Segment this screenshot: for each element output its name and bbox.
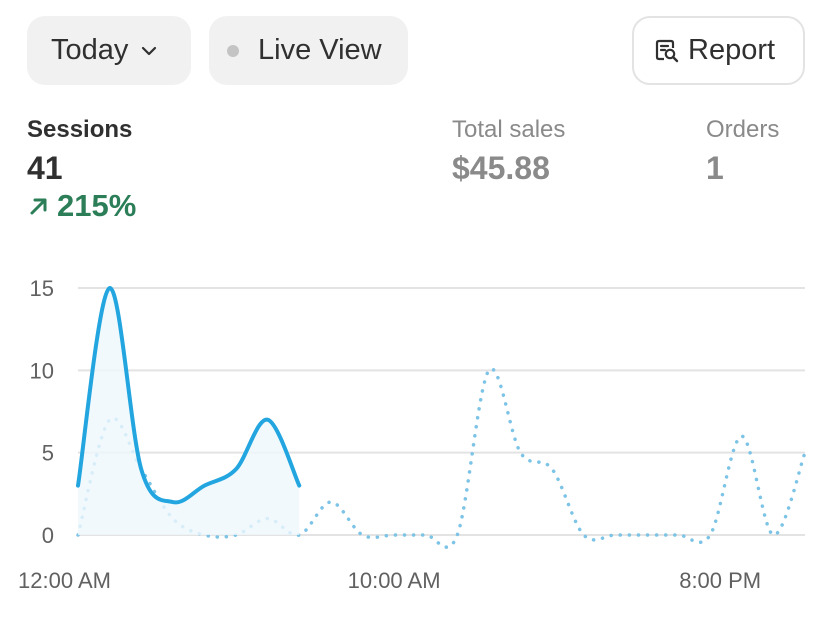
report-label: Report <box>688 34 776 66</box>
live-view-button[interactable]: Live View <box>209 16 408 85</box>
report-search-icon <box>654 38 680 64</box>
status-dot-icon <box>227 44 239 57</box>
y-tick-label: 15 <box>30 276 54 301</box>
sessions-metric[interactable]: Sessions 41 215% <box>27 116 136 224</box>
orders-value: 1 <box>706 150 724 186</box>
orders-metric[interactable]: Orders 1 <box>706 116 779 186</box>
x-tick-label: 8:00 PM <box>679 568 761 593</box>
total-sales-value: $45.88 <box>452 150 550 186</box>
orders-label: Orders <box>706 116 780 143</box>
total-sales-metric[interactable]: Total sales $45.88 <box>452 116 565 186</box>
sessions-delta-value: 215% <box>57 188 137 223</box>
current-series-line <box>76 285 302 505</box>
chevron-down-icon <box>140 45 158 57</box>
report-button[interactable]: Report <box>632 16 805 85</box>
sessions-label: Sessions <box>27 116 133 143</box>
live-view-label: Live View <box>258 34 382 66</box>
x-tick-label: 10:00 AM <box>348 568 441 593</box>
x-tick-label: 12:00 AM <box>18 568 111 593</box>
arrow-up-right-icon <box>30 198 47 215</box>
y-tick-label: 5 <box>42 441 54 466</box>
y-tick-label: 10 <box>30 358 54 383</box>
total-sales-label: Total sales <box>452 116 566 143</box>
date-range-button[interactable]: Today <box>27 16 191 85</box>
sessions-chart: 0 5 10 15 12:00 AM 10:00 AM 8:00 PM <box>18 276 807 593</box>
sessions-delta: 215% <box>27 188 136 224</box>
y-tick-label: 0 <box>42 523 54 548</box>
sessions-value: 41 <box>27 150 63 186</box>
current-series-area <box>78 287 300 535</box>
date-range-label: Today <box>51 34 129 66</box>
